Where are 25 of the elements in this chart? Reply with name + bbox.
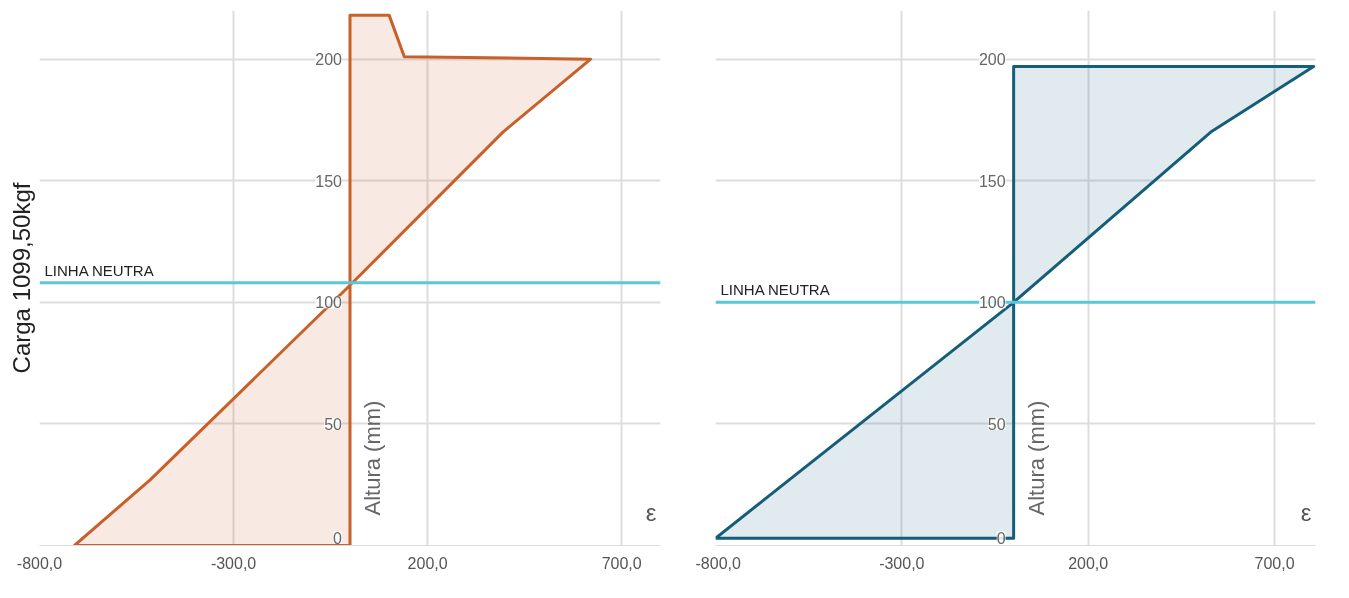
y-tick-label: 50 <box>324 415 343 433</box>
y-tick-label: 150 <box>315 172 343 190</box>
y-tick-label: 0 <box>333 529 343 547</box>
x-axis-title: ε <box>645 498 657 526</box>
x-tick-label: -800,0 <box>695 554 741 572</box>
y-tick-label: 200 <box>315 51 343 69</box>
x-tick-label: 700,0 <box>1254 554 1295 572</box>
text: Carga 1099,50kgf <box>7 182 35 374</box>
y-tick-label: 50 <box>987 415 1006 433</box>
x-tick-label: -300,0 <box>210 554 257 572</box>
x-axis-title: ε <box>1300 498 1312 526</box>
x-tick-label: -300,0 <box>879 554 925 572</box>
y-tick-label: 150 <box>978 172 1006 190</box>
x-tick-label: 200,0 <box>1068 554 1109 572</box>
y-tick-label: 100 <box>315 294 343 312</box>
y-axis-title: Altura (mm) <box>1023 400 1049 516</box>
x-tick-label: 700,0 <box>601 554 642 572</box>
y-axis-title: Altura (mm) <box>360 400 385 516</box>
ref-line-label: LINHA NEUTRA <box>720 281 830 299</box>
ref-line-label: LINHA NEUTRA <box>44 261 154 279</box>
x-tick-label: 200,0 <box>407 554 448 572</box>
x-tick-label: -800,0 <box>16 554 63 572</box>
y-tick-label: 100 <box>978 294 1006 312</box>
y-tick-label: 200 <box>978 51 1006 69</box>
y-tick-label: 0 <box>996 529 1006 547</box>
